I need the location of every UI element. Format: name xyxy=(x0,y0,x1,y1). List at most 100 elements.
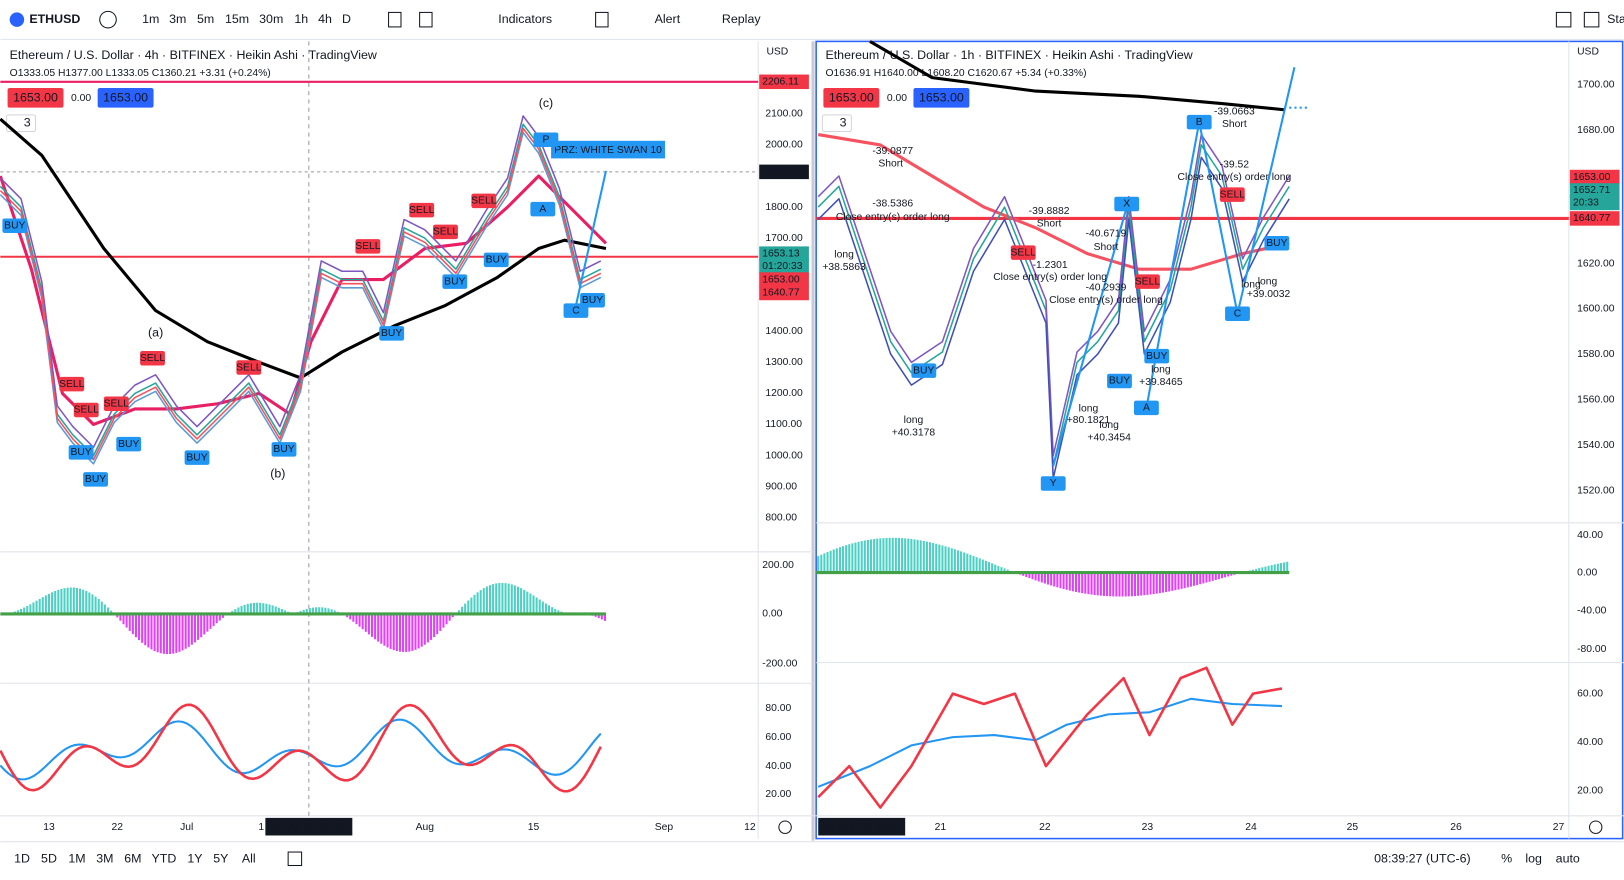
date-range-icon[interactable] xyxy=(287,851,303,867)
signal-label: B xyxy=(1196,117,1203,128)
price-tag: 1640.77 xyxy=(1573,213,1611,224)
price-label: 1580.00 xyxy=(1577,349,1615,360)
strategy-note: -40.6719 xyxy=(1086,229,1127,240)
strategy-note: +39.8465 xyxy=(1139,377,1183,388)
range-button[interactable]: 5Y xyxy=(213,852,228,866)
signal-label: SELL xyxy=(104,398,130,409)
strategy-note: long xyxy=(1151,364,1171,375)
strategy-note: +80.1821 xyxy=(1067,415,1111,426)
symbol[interactable]: ETHUSD xyxy=(29,12,80,26)
rsi-label: 60.00 xyxy=(1577,688,1603,699)
price-box xyxy=(97,88,154,108)
signal-box xyxy=(1186,114,1212,130)
signal-box xyxy=(409,202,435,218)
toolbar-icon[interactable] xyxy=(1555,11,1572,28)
range-button[interactable]: All xyxy=(242,852,256,866)
price-tag: 1653.13 xyxy=(762,248,800,259)
percent-toggle[interactable]: % xyxy=(1501,852,1512,866)
projection xyxy=(1145,67,1296,409)
interval[interactable]: D xyxy=(342,12,351,26)
toolbar-icon[interactable] xyxy=(388,11,402,28)
price-label: 1400.00 xyxy=(765,326,803,337)
signal-label: SELL xyxy=(433,227,459,238)
projection xyxy=(1052,206,1128,467)
signal-label: BUY xyxy=(70,447,91,458)
toolbar-icon[interactable] xyxy=(595,11,609,28)
settings[interactable] xyxy=(1588,820,1603,834)
sell-price[interactable]: 1653.00 xyxy=(13,91,58,105)
time-label: Sep xyxy=(655,822,674,833)
replay-button[interactable]: Replay xyxy=(722,12,761,26)
strategy-note: long xyxy=(904,415,924,426)
range-button[interactable]: 6M xyxy=(124,852,141,866)
indicator-toggle[interactable] xyxy=(821,114,852,133)
strategy-note: -40.2939 xyxy=(1086,283,1127,294)
interval[interactable]: 15m xyxy=(225,12,249,26)
toolbar-icon[interactable] xyxy=(419,11,433,28)
rsi-label: 20.00 xyxy=(1577,786,1603,797)
interval[interactable]: 3m xyxy=(169,12,186,26)
price-tag-bg xyxy=(759,258,809,274)
signal-box xyxy=(184,450,210,465)
symbol-icon[interactable] xyxy=(9,12,25,27)
price-band xyxy=(0,115,602,449)
osc-label: -40.00 xyxy=(1577,606,1607,617)
price-tag: 1915.99 xyxy=(762,167,800,178)
buy-price[interactable]: 1653.00 xyxy=(919,91,964,105)
range-button[interactable]: 3M xyxy=(96,852,113,866)
range-button[interactable]: 1M xyxy=(68,852,85,866)
interval[interactable]: 1m xyxy=(142,12,159,26)
signal-box xyxy=(68,445,94,460)
sell-price[interactable]: 1653.00 xyxy=(829,91,874,105)
strategy-note: Short xyxy=(878,158,903,169)
strategy-note: -38.5386 xyxy=(872,199,913,210)
osc-label: 0.00 xyxy=(1577,567,1597,578)
strategy-note: -39.0663 xyxy=(1214,107,1255,118)
price-box xyxy=(823,88,880,108)
signal-box xyxy=(1107,373,1132,389)
alert-button[interactable]: Alert xyxy=(655,12,681,26)
strategy-note: Close entry(s) order long xyxy=(1049,295,1163,306)
add-symbol[interactable] xyxy=(99,10,117,29)
toolbar-icon[interactable] xyxy=(1583,11,1600,28)
signal-box xyxy=(73,402,99,418)
price-tag-bg xyxy=(1569,169,1620,185)
settings[interactable] xyxy=(778,820,792,834)
buy-price[interactable]: 1653.00 xyxy=(103,91,148,105)
auto-toggle[interactable]: auto xyxy=(1556,852,1580,866)
signal-label: BUY xyxy=(444,276,465,287)
clock: 08:39:27 (UTC-6) xyxy=(1374,852,1471,866)
signal-box xyxy=(1040,476,1066,491)
price-tag: 1652.71 xyxy=(1573,185,1611,196)
log-toggle[interactable]: log xyxy=(1525,852,1542,866)
toolbar-cut[interactable]: Sta xyxy=(1607,12,1624,26)
price-label: 1600.00 xyxy=(1577,303,1615,314)
time-label: 22 xyxy=(1039,822,1051,833)
interval[interactable]: 4h xyxy=(318,12,332,26)
signal-label: BUY xyxy=(85,474,106,485)
range-button[interactable]: 5D xyxy=(41,852,57,866)
range-button[interactable]: 1Y xyxy=(187,852,202,866)
range-button[interactable]: YTD xyxy=(151,852,176,866)
strategy-note: Short xyxy=(1037,218,1062,229)
time-label: 26 xyxy=(1450,822,1462,833)
signal-label: BUY xyxy=(1266,238,1287,249)
strategy-note: long xyxy=(1079,404,1099,415)
signal-label: SELL xyxy=(74,405,100,416)
price-label: 1680.00 xyxy=(1577,125,1615,136)
interval[interactable]: 30m xyxy=(259,12,283,26)
interval[interactable]: 5m xyxy=(197,12,214,26)
signal-box xyxy=(103,396,129,412)
interval[interactable]: 1h xyxy=(294,12,308,26)
range-button[interactable]: 1D xyxy=(14,852,30,866)
time-label: 24 xyxy=(1245,822,1257,833)
price-label: 1100.00 xyxy=(765,419,802,430)
chart-title: Ethereum / U.S. Dollar · 4h · BITFINEX ·… xyxy=(10,48,377,62)
strategy-note: -39.52 xyxy=(1220,159,1250,170)
signal-label: BUY xyxy=(186,452,207,463)
price-tag: 2206.11 xyxy=(762,77,799,88)
signal-box xyxy=(1010,245,1036,260)
indicators-button[interactable]: Indicators xyxy=(498,12,552,26)
price-tag: 01:20:33 xyxy=(762,261,803,272)
price-tag-bg xyxy=(759,74,809,90)
